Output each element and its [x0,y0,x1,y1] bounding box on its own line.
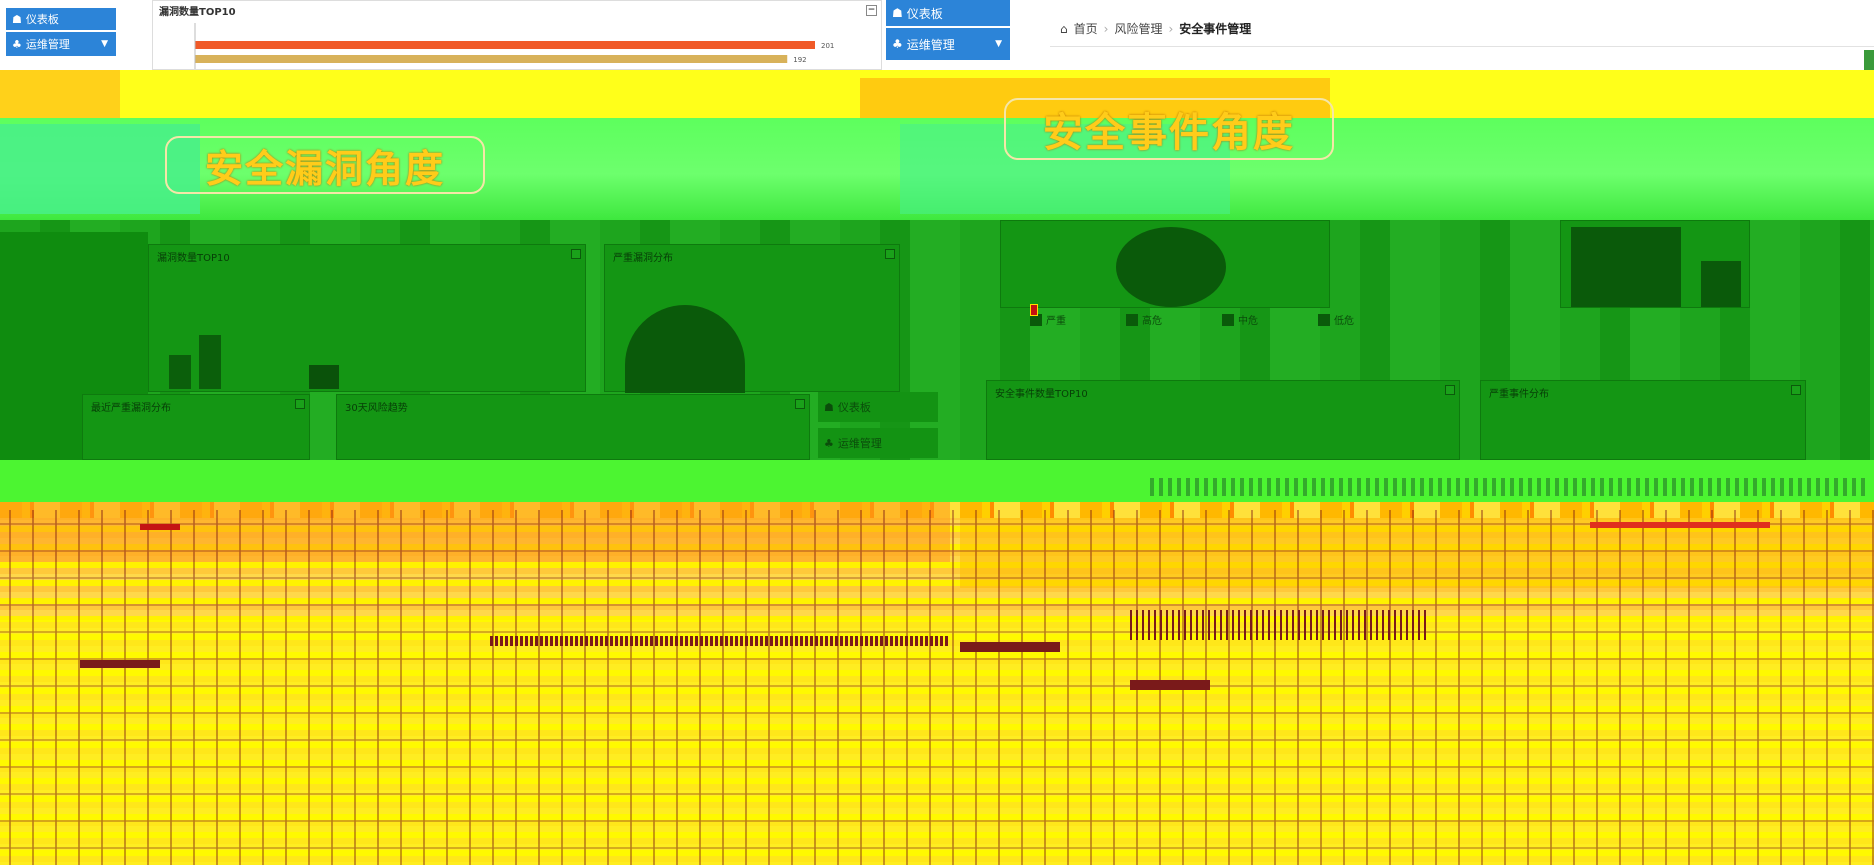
breadcrumb-home[interactable]: 首页 [1073,22,1098,36]
bar [195,41,815,49]
collapse-button[interactable]: − [866,4,877,16]
sidebar-item-ops-2[interactable]: ♣ 运维管理 ▼ [886,28,1010,60]
glitch-text-row [490,636,950,646]
panel-title: 安全事件数量TOP10 [995,389,1088,400]
home-icon: ⌂ [1060,21,1068,36]
breadcrumb-separator: › [1168,21,1174,36]
sidebar-item-ops-3[interactable]: ♣ 运维管理 [818,428,938,458]
sidebar-item-label: 运维管理 [25,38,70,51]
trend-30days-panel: 30天风险趋势 [336,394,810,460]
panel-title: 漏洞数量TOP10 [157,253,230,264]
panel-title: 严重漏洞分布 [613,253,673,264]
legend-item: 高危 [1126,312,1162,327]
bar-shape [169,355,191,389]
glitch-marker [1030,304,1038,316]
event-dist-panel: 严重事件分布 [1480,380,1806,460]
sidebar-item-label: 仪表板 [837,401,871,414]
scroll-edge [1864,50,1874,76]
event-top10-panel: 安全事件数量TOP10 [986,380,1460,460]
dashboard-icon: ☗ [824,400,834,414]
recent-vuln-panel: 最近严重漏洞分布 [82,394,310,460]
severe-dist-panel: 严重漏洞分布 [604,244,900,393]
glitch-block [0,70,120,118]
vuln-top10-panel-green: 漏洞数量TOP10 [148,244,586,392]
vuln-top10-panel: 漏洞数量TOP10 − 201 192 [152,0,882,70]
legend-label: 严重 [1046,316,1066,327]
collapse-button[interactable] [571,249,581,259]
vuln-angle-title: 安全漏洞角度 [204,146,445,191]
legend-item: 中危 [1222,312,1258,327]
panel-title: 漏洞数量TOP10 [159,6,236,18]
sidebar-item-dashboard-3[interactable]: ☗ 仪表板 [818,392,938,422]
collapse-button[interactable] [1445,385,1455,395]
glitch-text-row [80,660,160,668]
bar-value-label: 192 [793,56,806,64]
event-angle-title: 安全事件角度 [1043,110,1295,156]
sidebar-item-label: 仪表板 [906,6,943,21]
sitemap-icon: ♣ [892,37,903,51]
panel-header: 漏洞数量TOP10 − [153,1,881,19]
event-angle-banner: 安全事件角度 [1004,98,1334,160]
sidebar-item-label: 运维管理 [906,37,955,52]
breadcrumb-section[interactable]: 风险管理 [1114,22,1163,36]
donut-chart [625,305,745,393]
legend-item: 低危 [1318,312,1354,327]
glitch-noise [0,510,1874,865]
bar-shape [1571,227,1681,307]
glitch-noise [1150,478,1870,496]
vuln-top10-chart: 201 192 [194,23,834,69]
chevron-down-icon: ▼ [101,39,108,49]
breadcrumb-separator: › [1103,21,1109,36]
legend-item: 严重 [1030,312,1066,327]
chevron-down-icon: ▼ [995,39,1002,49]
glitch-text-row [140,524,180,530]
collapse-button[interactable] [795,399,805,409]
bar [195,55,788,63]
pie-chart [1116,227,1226,307]
glitch-block [0,620,1874,865]
collapse-button[interactable] [1791,385,1801,395]
severity-legend: 严重 高危 中危 低危 [1030,312,1354,327]
legend-label: 低危 [1334,316,1354,327]
glitch-band-yellow [0,70,1874,118]
legend-label: 中危 [1238,316,1258,327]
sitemap-icon: ♣ [12,37,22,51]
bar-shape [309,365,339,389]
collapse-button[interactable] [885,249,895,259]
sidebar-item-dashboard[interactable]: ☗ 仪表板 [6,8,116,30]
event-bar-panel [1560,220,1750,308]
glitch-block [0,502,950,562]
breadcrumb: ⌂ 首页 › 风险管理 › 安全事件管理 [1060,20,1251,37]
sidebar-item-ops[interactable]: ♣ 运维管理 ▼ [6,32,116,56]
dashboard-icon: ☗ [12,12,22,26]
panel-title: 最近严重漏洞分布 [91,403,171,414]
panel-title: 30天风险趋势 [345,403,408,414]
event-pie-panel [1000,220,1330,308]
glitch-text-row [960,642,1060,652]
sidebar-item-dashboard-2[interactable]: ☗ 仪表板 [886,0,1010,26]
glitch-text-row [1590,522,1770,528]
bar-shape [1701,261,1741,307]
sidebar-item-label: 运维管理 [837,437,882,450]
glitch-block [960,518,1874,588]
glitch-text-row [1130,610,1430,640]
glitch-text-row [1130,680,1210,690]
breadcrumb-current: 安全事件管理 [1179,22,1252,36]
sitemap-icon: ♣ [824,436,834,450]
header-divider [1050,46,1874,47]
bar-shape [199,335,221,389]
panel-title: 严重事件分布 [1489,389,1549,400]
bar-value-label: 201 [821,42,834,50]
sidebar-item-label: 仪表板 [25,13,59,26]
legend-label: 高危 [1142,316,1162,327]
collapse-button[interactable] [295,399,305,409]
glitch-block [900,124,1230,214]
vuln-angle-banner: 安全漏洞角度 [165,136,485,194]
dashboard-icon: ☗ [892,6,903,20]
